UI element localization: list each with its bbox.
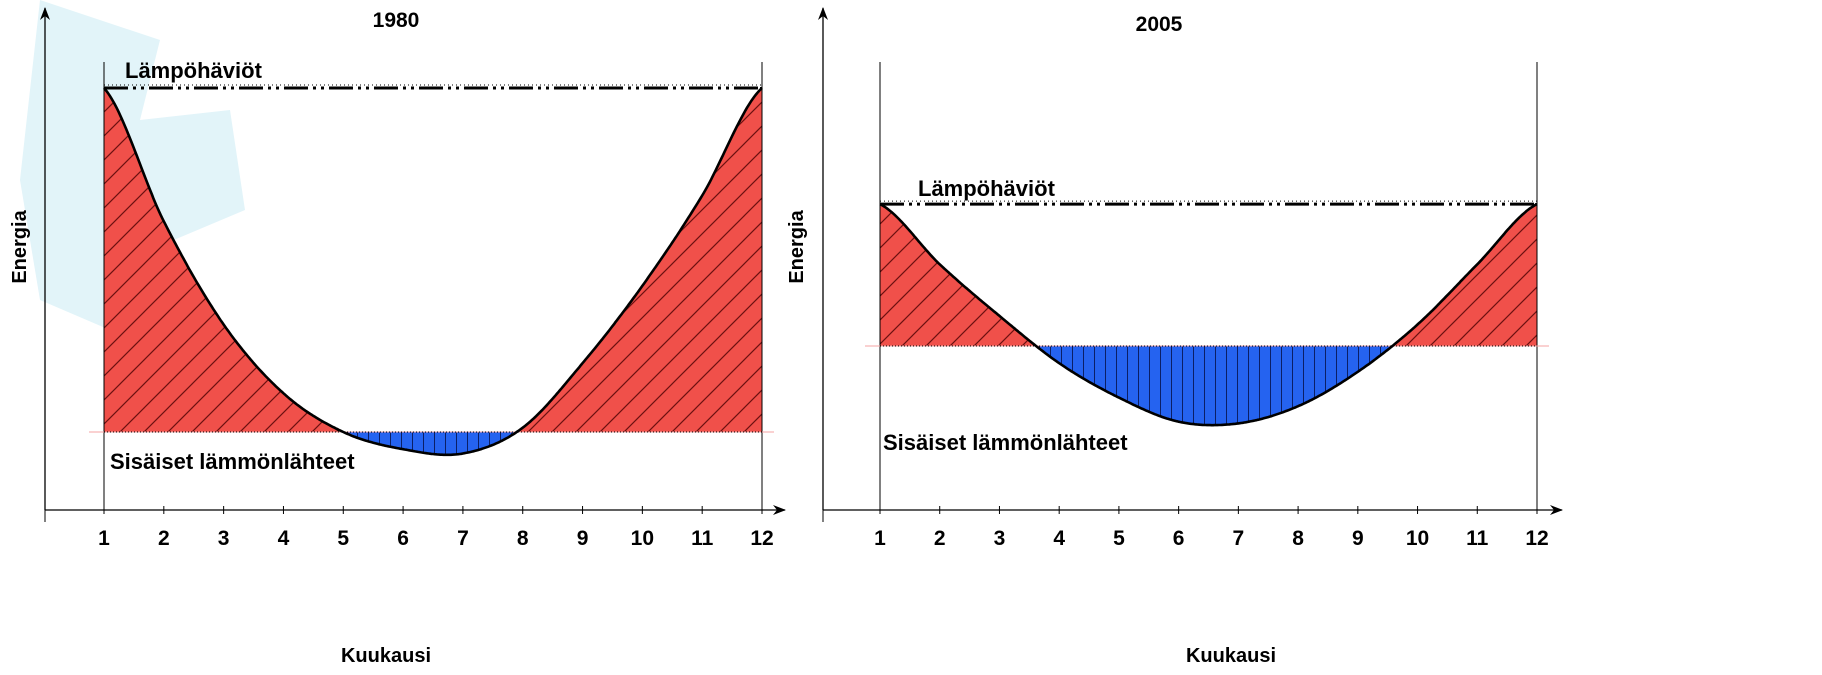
x-tick-label: 3 xyxy=(994,527,1006,550)
x-tick-label: 4 xyxy=(278,527,290,550)
y-axis-label: Energia xyxy=(9,209,31,283)
x-tick-label: 4 xyxy=(1053,527,1065,550)
x-tick-label: 10 xyxy=(1406,527,1429,550)
heat-surplus-area xyxy=(1036,346,1393,426)
x-tick-label: 10 xyxy=(631,527,654,550)
heating-curve xyxy=(879,202,1538,427)
x-tick-label: 8 xyxy=(517,527,529,550)
x-tick-label: 11 xyxy=(1466,527,1489,550)
chart-2005: 1 2 3 4 5 6 7 8 9 10 11 122005KuukausiEnergiaLämpöh… xyxy=(786,7,1563,667)
x-tick-label: 3 xyxy=(218,527,230,550)
x-tick-label: 12 xyxy=(750,527,773,550)
x-tick-label: 1 xyxy=(98,527,110,550)
x-tick-label: 5 xyxy=(1113,527,1125,550)
x-axis-label: Kuukausi xyxy=(1186,645,1276,667)
x-tick-label: 7 xyxy=(1233,527,1245,550)
heat-surplus-area xyxy=(344,432,516,455)
x-tick-label: 2 xyxy=(158,527,170,550)
x-tick-label: 9 xyxy=(577,527,589,550)
chart-title: 1980 xyxy=(373,9,420,32)
losses-label: Lämpöhäviöt xyxy=(125,58,263,83)
x-tick-label: 2 xyxy=(934,527,946,550)
x-tick-label: 9 xyxy=(1352,527,1364,550)
y-axis-label: Energia xyxy=(786,209,808,283)
x-tick-label: 6 xyxy=(1173,527,1185,550)
chart-title: 2005 xyxy=(1136,13,1183,36)
x-tick-label: 1 xyxy=(874,527,886,550)
x-axis-label: Kuukausi xyxy=(341,645,431,667)
heating-demand-area xyxy=(880,204,1537,346)
chart-1980: 1 2 3 4 5 6 7 8 9 10 11 121980KuukausiEnergiaLämpöh… xyxy=(9,7,786,667)
x-tick-label: 6 xyxy=(397,527,409,550)
x-tick-label: 12 xyxy=(1525,527,1548,550)
x-tick-label: 11 xyxy=(691,527,714,550)
x-tick-label: 8 xyxy=(1292,527,1304,550)
x-tick-label: 5 xyxy=(337,527,349,550)
x-tick-label: 7 xyxy=(457,527,469,550)
heating-curve xyxy=(103,87,763,457)
losses-label: Lämpöhäviöt xyxy=(918,176,1056,201)
internal-sources-label: Sisäiset lämmönlähteet xyxy=(883,430,1128,455)
internal-sources-label: Sisäiset lämmönlähteet xyxy=(110,449,355,474)
